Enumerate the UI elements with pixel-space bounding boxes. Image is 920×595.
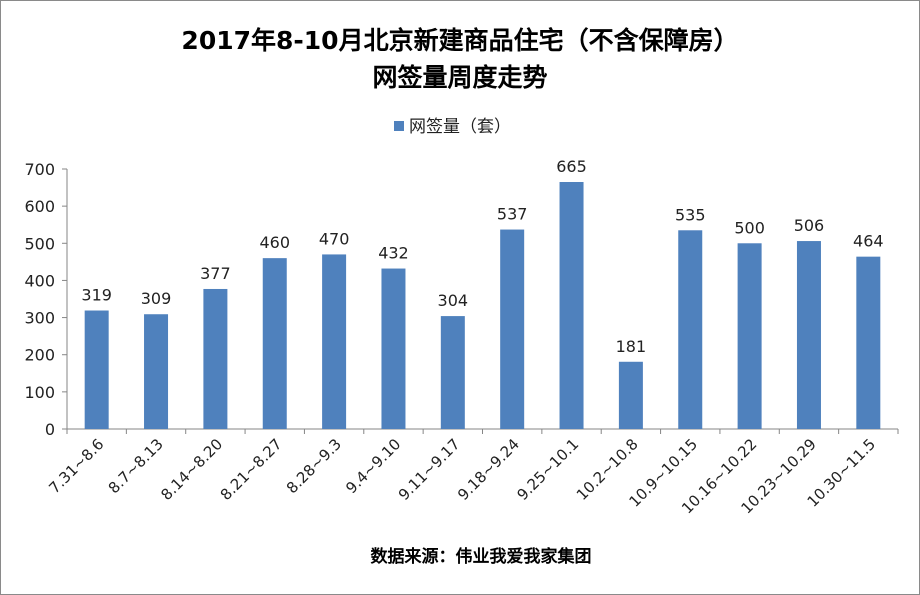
y-axis: 0 100 200 300 400 500 600 700 xyxy=(24,160,68,439)
y-tick-label: 600 xyxy=(24,197,55,216)
y-tick-label: 200 xyxy=(24,346,55,365)
x-tick-label: 8.7~8.13 xyxy=(105,435,167,497)
data-label: 460 xyxy=(259,233,290,252)
data-source: 数据来源：伟业我爱我家集团 xyxy=(371,546,592,567)
bars xyxy=(84,182,881,429)
x-tick-labels: 7.31~8.68.7~8.138.14~8.208.21~8.278.28~9… xyxy=(45,435,879,517)
data-label: 432 xyxy=(378,244,409,263)
bar xyxy=(559,182,584,429)
y-tick-label: 300 xyxy=(24,309,55,328)
x-tick-label: 8.21~8.27 xyxy=(217,435,286,504)
y-tick-label: 500 xyxy=(24,234,55,253)
bar xyxy=(796,241,821,429)
x-tick-label: 9.25~10.1 xyxy=(514,435,583,504)
data-labels: 319 309 377 460 470 432 304 537 665 181 535 500 506 4… xyxy=(81,157,883,356)
bar xyxy=(322,254,347,429)
data-label: 535 xyxy=(675,205,706,224)
data-label: 464 xyxy=(853,232,884,251)
data-label: 665 xyxy=(556,157,587,176)
data-label: 470 xyxy=(319,229,350,248)
data-label: 537 xyxy=(497,205,528,224)
bar xyxy=(737,243,762,429)
x-axis xyxy=(66,428,899,434)
bar xyxy=(500,229,525,429)
x-tick-label: 8.28~9.3 xyxy=(283,435,345,497)
y-tick-label: 400 xyxy=(24,271,55,290)
data-label: 500 xyxy=(734,218,765,237)
bar xyxy=(144,314,169,429)
bar xyxy=(203,288,228,429)
x-tick-label: 7.31~8.6 xyxy=(45,435,107,497)
x-tick-label: 8.14~8.20 xyxy=(157,435,226,504)
bar xyxy=(381,268,406,429)
data-label: 506 xyxy=(794,216,825,235)
data-label: 304 xyxy=(438,291,469,310)
legend-label: 网签量（套） xyxy=(409,117,511,137)
bar xyxy=(262,258,287,429)
bar xyxy=(618,361,643,429)
bar xyxy=(84,310,109,429)
data-label: 181 xyxy=(616,337,647,356)
chart-title-line1: 2017年8-10月北京新建商品住宅（不含保障房） xyxy=(181,26,738,55)
data-label: 377 xyxy=(200,264,231,283)
bar xyxy=(678,230,703,429)
y-tick-label: 100 xyxy=(24,383,55,402)
chart-title-line2: 网签量周度走势 xyxy=(372,63,547,92)
y-tick-label: 0 xyxy=(45,420,55,439)
data-label: 309 xyxy=(141,289,172,308)
x-tick-label: 9.4~9.10 xyxy=(342,435,404,497)
y-tick-label: 700 xyxy=(24,160,55,179)
x-tick-label: 9.11~9.17 xyxy=(395,435,464,504)
legend: 网签量（套） xyxy=(394,117,511,137)
bar xyxy=(440,316,465,429)
bar xyxy=(856,256,881,429)
data-label: 319 xyxy=(81,286,112,305)
x-tick-label: 9.18~9.24 xyxy=(454,435,523,504)
legend-swatch xyxy=(394,121,404,131)
